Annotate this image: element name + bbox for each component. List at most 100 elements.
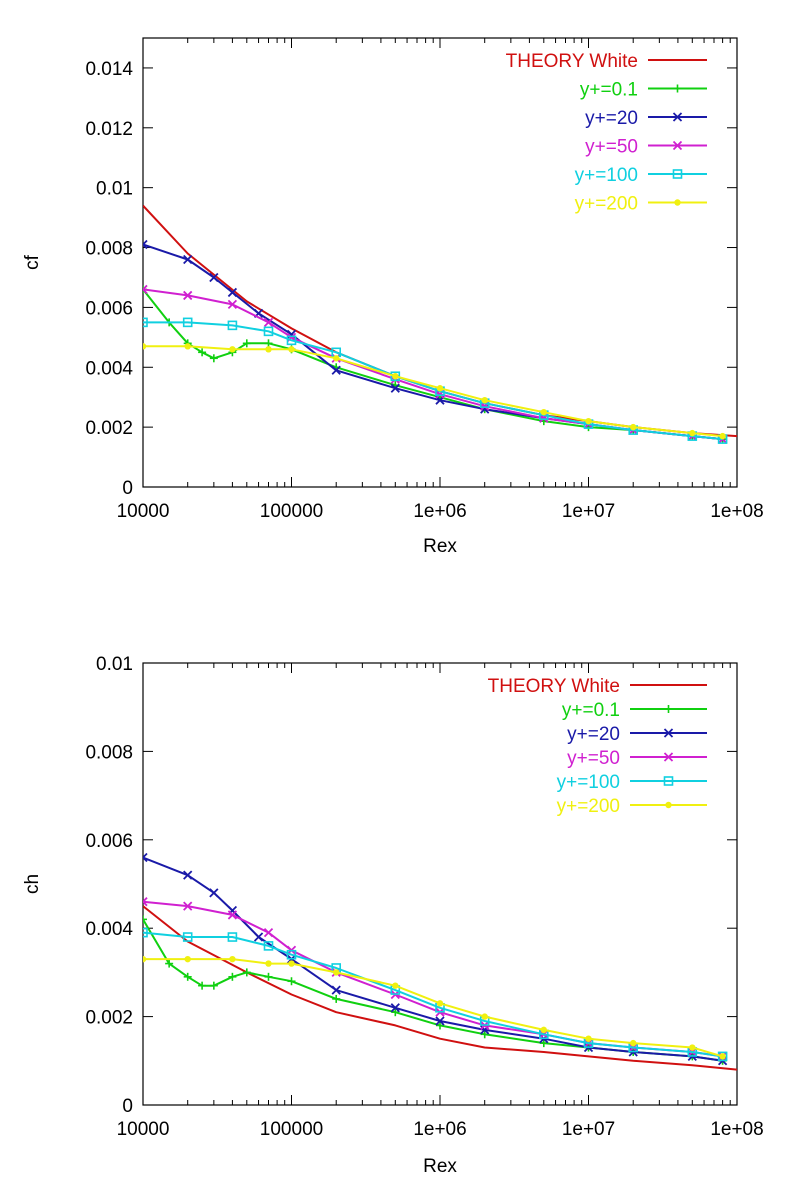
data-point: [209, 272, 219, 283]
data-point: [143, 317, 148, 328]
y-tick-label: 0.004: [85, 919, 133, 940]
legend-label: y+=20: [585, 108, 638, 129]
data-point: [333, 969, 340, 976]
data-point: [143, 955, 147, 963]
data-point: [265, 960, 272, 967]
data-point: [209, 981, 218, 990]
legend-marker: [663, 776, 674, 786]
ch-chart: 10000 100000 1e+06 1e+07 1e+08 0 0.002 0.004 0.0…: [22, 654, 764, 1177]
data-point: [436, 1021, 444, 1030]
data-point: [286, 949, 297, 960]
x-tick-label: 100000: [260, 501, 323, 522]
legend-label: y+=100: [575, 165, 638, 186]
data-point: [480, 1030, 489, 1039]
data-point: [143, 239, 148, 250]
legend-marker: [674, 199, 681, 206]
data-point: [288, 960, 295, 967]
x-tick-label: 1e+06: [413, 1119, 466, 1140]
cf-chart: 10000 100000 1e+06 1e+07 1e+08 0 0.002 0.004 0.0…: [22, 37, 764, 557]
series-line: [143, 321, 723, 441]
x-tick-label: 1e+07: [562, 501, 615, 522]
data-point: [391, 1008, 400, 1017]
x-axis-label: Rex: [423, 1156, 457, 1177]
data-point: [539, 1039, 548, 1048]
legend-label: y+=0.1: [562, 700, 620, 721]
data-point: [227, 287, 238, 298]
data-point: [288, 346, 295, 353]
data-point: [717, 1051, 728, 1062]
data-point: [630, 423, 637, 431]
data-point: [229, 346, 236, 353]
y-tick-label: 0.014: [85, 59, 133, 80]
data-point: [630, 1039, 637, 1047]
data-point: [198, 981, 207, 990]
series-line: [143, 288, 723, 441]
data-point: [263, 927, 274, 938]
legend-label: y+=20: [567, 724, 620, 745]
data-point: [253, 932, 264, 942]
data-point: [286, 335, 297, 346]
data-point: [143, 284, 148, 295]
data-point: [392, 373, 399, 380]
x-tick-label: 1e+07: [562, 1119, 615, 1140]
data-point: [143, 927, 148, 938]
series-line: [143, 931, 723, 1058]
y-tick-label: 0.002: [85, 418, 133, 439]
y-tick-label: 0.008: [85, 239, 133, 260]
data-point: [392, 982, 399, 989]
data-point: [331, 365, 341, 375]
series-3: [143, 284, 728, 444]
y-tick-label: 0: [122, 1096, 133, 1117]
legend-marker: [665, 801, 672, 809]
x-axis-label: Rex: [423, 536, 457, 557]
data-point: [143, 897, 148, 907]
data-point: [228, 972, 237, 981]
data-point: [689, 429, 696, 437]
data-point: [182, 317, 193, 328]
series-line: [143, 345, 723, 438]
data-point: [331, 985, 341, 995]
y-tick-label: 0.006: [85, 831, 133, 852]
data-point: [287, 977, 296, 986]
legend-label: y+=50: [585, 137, 638, 158]
data-point: [263, 326, 274, 337]
data-point: [265, 346, 272, 353]
y-axis-label: cf: [22, 254, 43, 270]
legend-marker: [672, 112, 683, 122]
data-point: [390, 383, 400, 393]
legend-label: THEORY White: [488, 676, 620, 697]
legend-marker: [664, 705, 673, 713]
y-tick-label: 0.002: [85, 1008, 133, 1029]
y-tick-label: 0.006: [85, 298, 133, 319]
data-point: [227, 299, 238, 310]
data-point: [719, 1053, 726, 1060]
data-point: [481, 396, 488, 404]
y-tick-label: 0.012: [85, 119, 133, 140]
y-tick-label: 0.01: [96, 179, 133, 200]
legend-marker: [663, 752, 674, 762]
data-point: [332, 994, 341, 1003]
data-point: [183, 870, 193, 880]
legend-label: y+=100: [557, 772, 620, 793]
data-point: [481, 1013, 488, 1020]
data-point: [209, 354, 218, 363]
legend-label: y+=0.1: [580, 80, 638, 101]
data-point: [263, 317, 274, 328]
plot-frame: [142, 37, 738, 488]
data-point: [143, 915, 147, 924]
data-point: [182, 932, 193, 942]
x-tick-label: 1e+06: [413, 501, 466, 522]
y-tick-label: 0.008: [85, 742, 133, 763]
data-point: [209, 888, 219, 898]
data-point: [229, 955, 236, 963]
legend-marker: [672, 140, 683, 151]
legend-label: y+=200: [557, 796, 620, 817]
x-tick-label: 1e+08: [710, 501, 763, 522]
series-line: [143, 958, 723, 1058]
data-point: [689, 1044, 696, 1051]
legend-label: y+=50: [567, 748, 620, 769]
legend-marker: [673, 84, 682, 93]
legend-label: THEORY White: [506, 51, 638, 72]
data-point: [436, 1000, 444, 1007]
series-4: [143, 317, 728, 444]
